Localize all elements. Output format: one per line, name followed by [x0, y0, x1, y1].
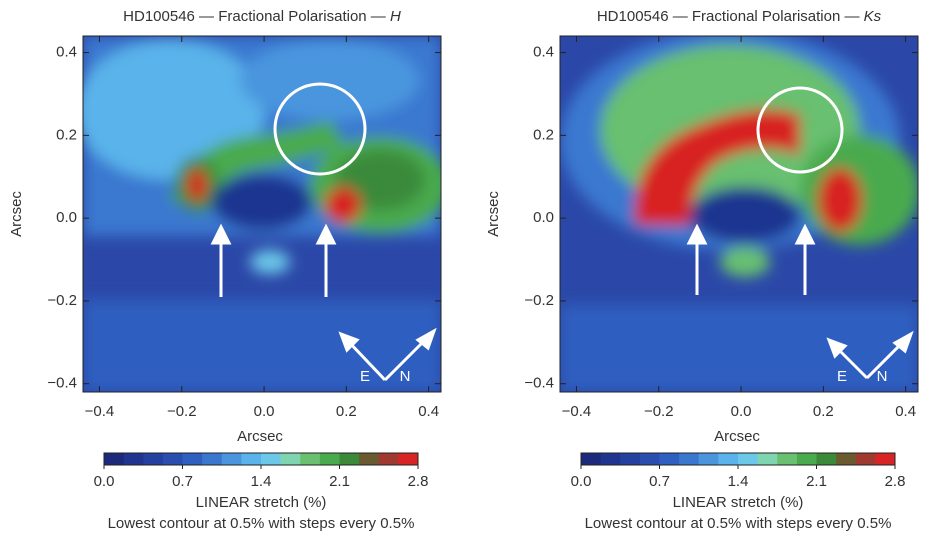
heatmap-image	[83, 36, 441, 392]
colorbar-cell	[104, 453, 125, 465]
x-tick-label: 0.2	[336, 403, 357, 420]
colorbar-cell	[698, 453, 719, 465]
colorbar-cell	[143, 453, 164, 465]
title-band: H	[390, 8, 401, 25]
title-band: Ks	[864, 8, 882, 25]
colorbar-label: LINEAR stretch (%)	[196, 494, 327, 511]
plot-frame	[559, 35, 919, 393]
y-tick-label: −0.4	[524, 375, 554, 392]
title-text: HD100546 — Fractional Polarisation —	[597, 8, 860, 25]
colorbar-cell	[855, 453, 876, 465]
colorbar-tick-label: 2.8	[408, 473, 429, 490]
colorbar-cell	[816, 453, 837, 465]
compass-label: E	[837, 368, 847, 385]
x-tick-label: 0.4	[418, 403, 439, 420]
y-axis-label: Arcsec	[485, 191, 502, 237]
y-tick-label: 0.2	[533, 126, 554, 143]
colorbar-cell	[319, 453, 340, 465]
compass-label: N	[877, 368, 888, 385]
heatmap-image	[560, 36, 918, 392]
colorbar-cell	[162, 453, 183, 465]
x-tick-label: 0.4	[895, 403, 916, 420]
overlays	[210, 82, 914, 382]
x-tick-label: −0.2	[167, 403, 197, 420]
x-tick-label: −0.4	[85, 403, 115, 420]
colorbar-cell	[679, 453, 700, 465]
colorbar-cell	[718, 453, 739, 465]
colorbar-cell	[221, 453, 242, 465]
colorbar-cell	[339, 453, 360, 465]
plot-frame	[82, 35, 442, 393]
colorbar-label: LINEAR stretch (%)	[673, 494, 804, 511]
x-axis-label: Arcsec	[714, 428, 760, 445]
y-tick-label: 0.2	[56, 126, 77, 143]
colorbar-cell	[202, 453, 223, 465]
colorbar-tick-label: 2.1	[329, 473, 350, 490]
colorbar-cell	[620, 453, 641, 465]
x-tick-label: 0.0	[254, 403, 275, 420]
colorbar-tick-label: 0.0	[94, 473, 115, 490]
chart-title: HD100546 — Fractional Polarisation — H	[123, 8, 401, 25]
y-tick-label: −0.2	[524, 292, 554, 309]
colorbar-cell	[738, 453, 759, 465]
y-tick-label: 0.0	[533, 209, 554, 226]
colorbar-tick-label: 1.4	[251, 473, 272, 490]
y-tick-label: 0.4	[56, 44, 77, 61]
y-tick-label: −0.4	[47, 375, 77, 392]
colorbar-cell	[836, 453, 857, 465]
colorbar-tick-label: 0.7	[172, 473, 193, 490]
colorbar-cell	[261, 453, 282, 465]
y-tick-label: −0.2	[47, 292, 77, 309]
x-tick-label: 0.2	[813, 403, 834, 420]
colorbar-tick-label: 0.0	[571, 473, 592, 490]
colorbar-cell	[581, 453, 602, 465]
title-text: HD100546 — Fractional Polarisation —	[123, 8, 386, 25]
x-tick-label: −0.2	[644, 403, 674, 420]
x-tick-label: 0.0	[731, 403, 752, 420]
colorbar-cell	[875, 453, 896, 465]
y-tick-label: 0.4	[533, 44, 554, 61]
colorbar-cell	[123, 453, 144, 465]
x-tick-label: −0.4	[562, 403, 592, 420]
colorbar-cell	[398, 453, 419, 465]
y-axis-label: Arcsec	[8, 191, 25, 237]
colorbar-tick-label: 2.1	[806, 473, 827, 490]
colorbar-cell	[639, 453, 660, 465]
colorbar-cell	[777, 453, 798, 465]
colorbar-tick-label: 2.8	[885, 473, 906, 490]
colorbar-cell	[757, 453, 778, 465]
colorbar-cell	[280, 453, 301, 465]
chart-title: HD100546 — Fractional Polarisation — Ks	[597, 8, 882, 25]
x-axis-label: Arcsec	[237, 428, 283, 445]
colorbar-cell	[659, 453, 680, 465]
colorbar-cell	[182, 453, 203, 465]
contour-note: Lowest contour at 0.5% with steps every …	[585, 515, 892, 532]
colorbar-tick-label: 0.7	[649, 473, 670, 490]
colorbar-cell	[378, 453, 399, 465]
colorbar-cell	[796, 453, 817, 465]
y-tick-label: 0.0	[56, 209, 77, 226]
colorbar-cell	[359, 453, 380, 465]
colorbar-cell	[300, 453, 321, 465]
colorbar-cell	[600, 453, 621, 465]
compass-label: N	[400, 368, 411, 385]
contour-note: Lowest contour at 0.5% with steps every …	[108, 515, 415, 532]
colorbar-cell	[241, 453, 262, 465]
compass-label: E	[360, 368, 370, 385]
colorbar-tick-label: 1.4	[728, 473, 749, 490]
